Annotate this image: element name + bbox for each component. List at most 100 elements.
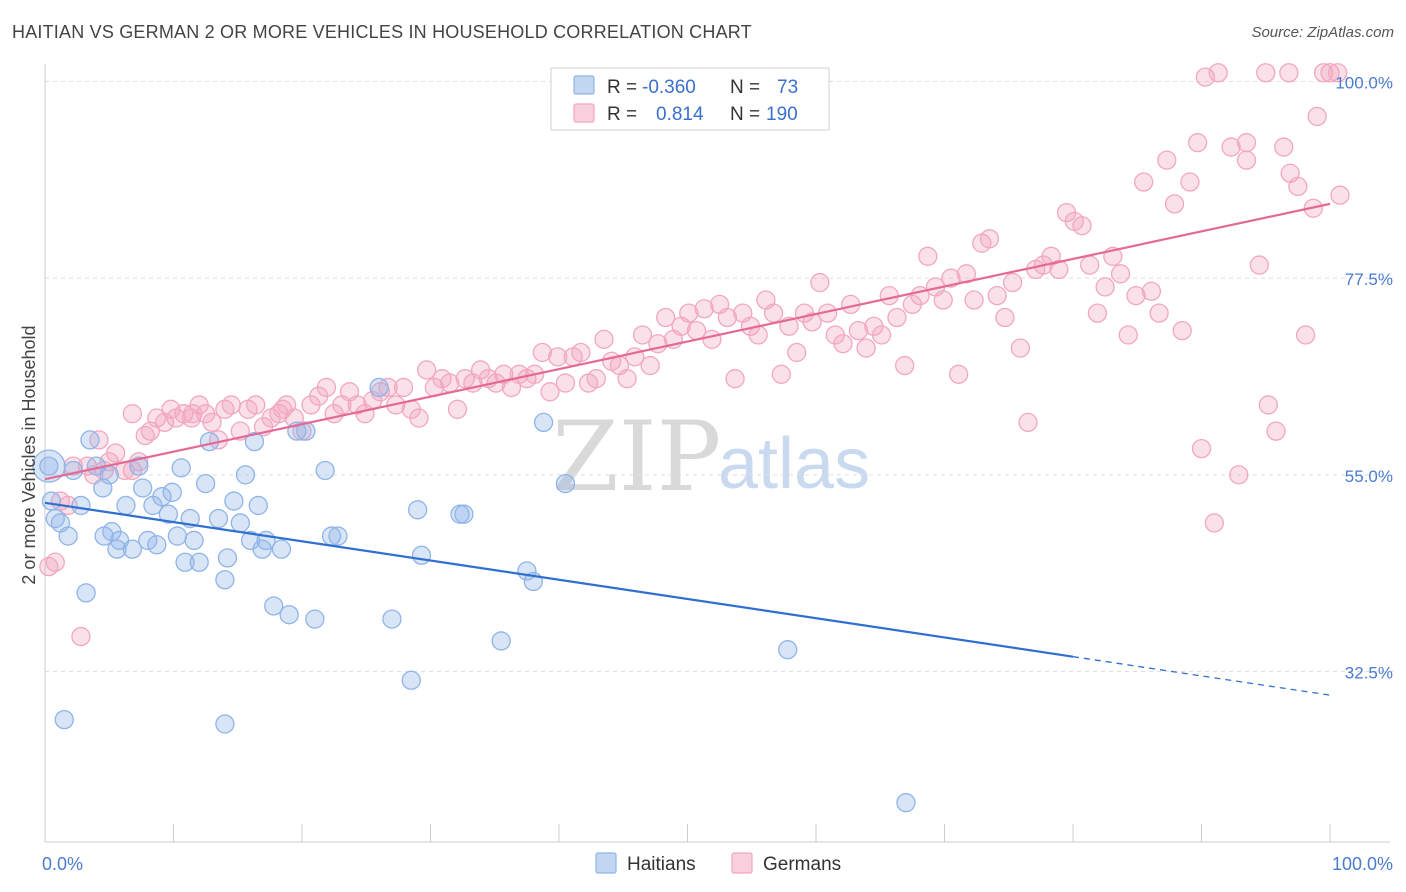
haitians-point-68 <box>896 793 916 813</box>
germans-point-168 <box>1313 63 1334 83</box>
germans-point-153 <box>1187 133 1208 153</box>
germans-point-170 <box>1279 63 1299 83</box>
germans-point-5 <box>71 626 91 647</box>
germans-point-145 <box>1126 286 1146 306</box>
germans-point-25 <box>202 412 222 433</box>
chart-title: HAITIAN VS GERMAN 2 OR MORE VEHICLES IN … <box>12 22 752 42</box>
germans-point-107 <box>833 334 853 354</box>
germans-point-161 <box>1266 421 1286 441</box>
haitians-point-26 <box>162 482 182 502</box>
germans-point-158 <box>1236 150 1257 170</box>
haitians-point-24 <box>152 487 172 507</box>
bottom-legend-swatch-germans <box>731 852 753 874</box>
bottom-legend-swatch-haitians <box>595 852 617 874</box>
y-tick-label-1: 77.5% <box>1345 270 1393 289</box>
haitians-point-19 <box>129 456 149 476</box>
germans-point-150 <box>1164 194 1185 214</box>
haitians-point-46 <box>264 596 284 616</box>
germans-point-172 <box>1204 513 1224 533</box>
germans-point-128 <box>995 307 1015 328</box>
germans-point-140 <box>1087 303 1108 323</box>
germans-point-126 <box>979 229 1000 249</box>
germans-point-179 <box>122 404 143 424</box>
germans-point-169 <box>1320 63 1340 83</box>
germans-point-175 <box>1256 63 1276 83</box>
legend-r-label-haitians: R = <box>607 77 637 98</box>
legend-n-label-haitians: N = <box>730 77 760 98</box>
germans-point-118 <box>918 246 938 266</box>
legend-n-label-germans: N = <box>730 104 760 125</box>
trend-line-haitians <box>44 501 1074 658</box>
legend-r-value-germans: 0.814 <box>656 104 704 125</box>
germans-point-104 <box>810 272 830 293</box>
haitians-point-40 <box>235 465 256 485</box>
germans-point-143 <box>1110 264 1131 284</box>
haitians-point-7 <box>71 495 91 516</box>
germans-point-1 <box>45 552 65 572</box>
haitians-point-large <box>32 449 66 483</box>
germans-point-98 <box>763 303 784 323</box>
haitians-point-65 <box>533 412 554 433</box>
germans-point-99 <box>771 364 791 384</box>
haitians-point-25 <box>158 504 179 524</box>
germans-point-147 <box>1141 281 1162 301</box>
germans-point-174 <box>1236 133 1257 153</box>
germans-point-122 <box>948 364 969 384</box>
tick-labels: 100.0% 77.5% 55.0% 32.5% 0.0% 100.0% <box>42 73 1393 874</box>
germans-point-87 <box>679 303 699 323</box>
germans-point-151 <box>1172 320 1192 341</box>
legend-r-label-germans: R = <box>607 104 637 125</box>
series-germans <box>39 63 1350 647</box>
haitians-point-61 <box>454 504 474 524</box>
trend-line-haitians-extension <box>1072 656 1331 696</box>
germans-point-127 <box>987 286 1007 306</box>
germans-point-52 <box>409 408 429 428</box>
germans-point-177 <box>183 404 203 424</box>
y-tick-label-0: 100.0% <box>1335 73 1393 92</box>
haitians-point-8 <box>76 583 96 603</box>
haitians-point-43 <box>248 495 268 516</box>
germans-point-68 <box>532 342 552 363</box>
haitians-point-37 <box>217 548 238 568</box>
germans-point-144 <box>1118 325 1138 345</box>
haitians-point-4 <box>54 709 74 730</box>
haitians-point-35 <box>208 508 229 529</box>
germans-point-71 <box>555 373 576 393</box>
germans-point-148 <box>1149 303 1169 323</box>
germans-point-50 <box>393 377 414 398</box>
germans-point-167 <box>1307 106 1327 127</box>
germans-point-110 <box>856 338 876 358</box>
germans-point-81 <box>632 325 653 345</box>
source-label: Source: ZipAtlas.com <box>1251 24 1394 41</box>
legend-n-value-germans: 190 <box>766 104 798 125</box>
germans-point-31 <box>246 395 266 415</box>
germans-point-135 <box>1049 259 1069 280</box>
haitians-point-39 <box>230 513 250 533</box>
germans-point-113 <box>879 286 899 306</box>
germans-point-109 <box>848 320 869 341</box>
germans-point-152 <box>1180 172 1200 192</box>
haitians-point-58 <box>407 500 428 520</box>
haitians-point-51 <box>305 609 325 629</box>
axes <box>44 64 1390 843</box>
germans-point-69 <box>540 382 560 402</box>
germans-point-129 <box>1002 272 1023 293</box>
germans-point-124 <box>964 290 984 310</box>
germans-point-103 <box>802 312 822 332</box>
trend-lines <box>44 202 1331 696</box>
germans-point-130 <box>1010 338 1030 358</box>
germans-point-11 <box>106 443 126 463</box>
x-tick-label-1: 100.0% <box>1332 854 1393 874</box>
haitians-point-33 <box>195 473 216 494</box>
haitians-point-56 <box>382 609 402 629</box>
germans-point-155 <box>1208 63 1228 83</box>
watermark-atlas: atlas <box>718 424 870 504</box>
haitians-point-67 <box>778 640 798 660</box>
bottom-legend-label-haitians: Haitians <box>627 854 696 875</box>
germans-point-164 <box>1288 176 1308 197</box>
haitians-point-5 <box>58 526 78 546</box>
germans-point-76 <box>594 329 614 350</box>
legend-swatch-germans <box>573 103 595 123</box>
legend-swatch-haitians <box>573 75 595 95</box>
germans-point-112 <box>871 325 892 345</box>
